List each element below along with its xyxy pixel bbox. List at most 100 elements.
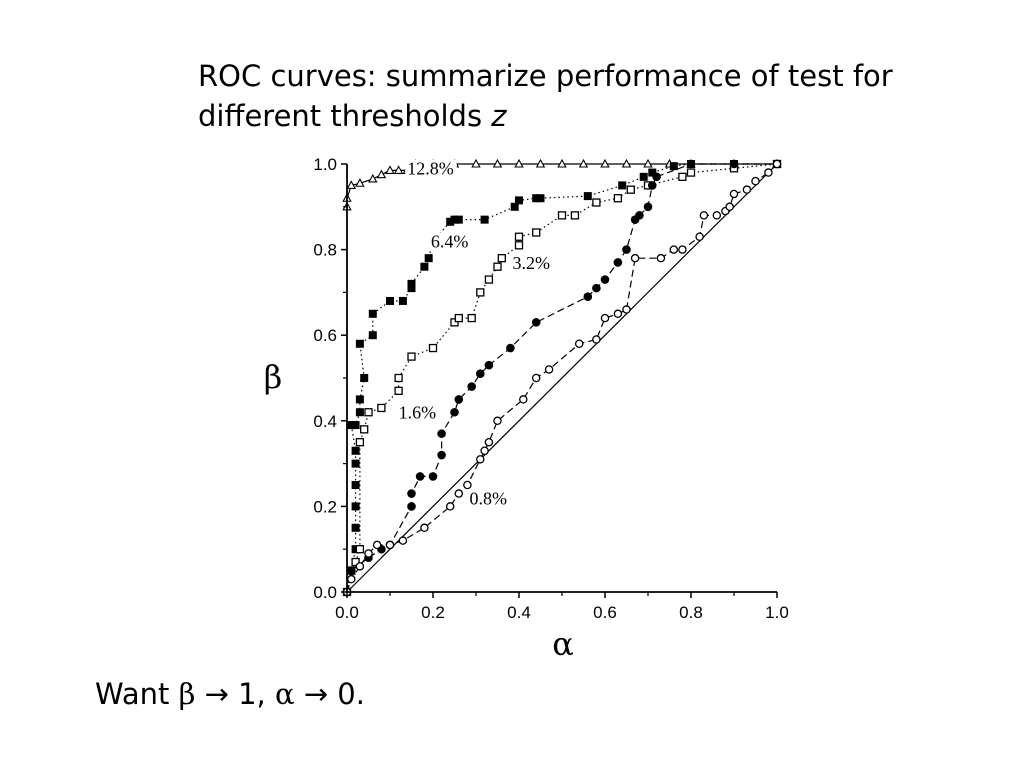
data-point	[476, 455, 485, 464]
y-tick-label: 0.2	[313, 497, 337, 516]
data-point	[393, 165, 404, 174]
data-point	[648, 181, 657, 190]
note-mid: → 1,	[195, 677, 275, 711]
data-point	[613, 258, 623, 267]
curve-label: 3.2%	[513, 253, 551, 273]
data-point	[583, 292, 593, 301]
data-point	[385, 540, 395, 550]
data-point	[669, 245, 679, 254]
data-point	[351, 446, 360, 455]
data-point	[364, 408, 373, 417]
y-tick-label: 0.6	[313, 326, 337, 345]
x-tick-label: 0.2	[421, 603, 445, 622]
data-point	[394, 373, 403, 383]
data-point	[377, 403, 386, 413]
series-12.8%: 12.8%	[342, 158, 782, 211]
x-axis-label: α	[552, 625, 574, 663]
x-tick-label: 0.0	[335, 603, 359, 622]
y-tick-label: 0.0	[313, 583, 337, 602]
data-point	[446, 217, 455, 226]
curve-label-bg	[405, 159, 457, 179]
data-point	[471, 158, 481, 168]
data-point	[351, 545, 360, 554]
data-point	[454, 313, 463, 323]
data-point	[386, 296, 394, 305]
bottom-note: Want β → 1, α → 0.	[95, 674, 365, 714]
curve-label: 1.6%	[399, 403, 437, 423]
data-point	[643, 202, 653, 212]
data-point	[729, 159, 739, 169]
data-point	[368, 331, 377, 340]
data-point	[351, 421, 360, 430]
data-point	[484, 275, 494, 284]
data-point	[639, 172, 648, 181]
data-point	[454, 395, 464, 404]
data-point	[643, 158, 653, 168]
data-point	[407, 352, 416, 361]
data-point	[467, 382, 477, 391]
data-point	[480, 446, 489, 456]
data-point	[686, 168, 696, 177]
curve-layer: 12.8% 6.4% 3.2% 1.6% 0.8%	[342, 158, 782, 597]
series-0.8%: 0.8%	[342, 159, 782, 597]
data-point	[742, 185, 752, 194]
data-point	[398, 536, 408, 545]
title-text: ROC curves: summarize performance of tes…	[198, 59, 893, 133]
data-point	[463, 480, 472, 490]
curve-label-bg	[396, 403, 439, 423]
curve-label-bg	[510, 253, 553, 273]
data-point	[467, 313, 476, 323]
data-point	[480, 215, 489, 224]
data-point	[450, 407, 459, 417]
data-point	[346, 180, 357, 189]
y-tick-label: 0.8	[313, 241, 337, 260]
data-point	[450, 318, 459, 327]
data-point	[351, 459, 360, 468]
note-prefix: Want	[95, 677, 179, 711]
data-point	[635, 211, 644, 220]
data-point	[484, 437, 494, 447]
data-point	[445, 502, 455, 511]
data-point	[376, 169, 387, 179]
data-point	[514, 241, 524, 250]
data-point	[355, 438, 365, 447]
y-axis-label: β	[264, 358, 283, 396]
data-point	[613, 194, 623, 203]
data-point	[519, 395, 528, 404]
data-point	[514, 158, 524, 168]
data-point	[592, 335, 601, 344]
data-point	[600, 313, 610, 323]
axis-layer: 0.0 0.2 0.4 0.6 0.8 1.0 0.0 0.2 0.4 0.6 0.8 1.0	[313, 155, 788, 622]
data-point	[492, 158, 503, 168]
data-point	[695, 232, 704, 242]
data-point	[415, 472, 425, 481]
data-point	[497, 254, 506, 263]
data-point	[772, 159, 782, 169]
data-point	[476, 369, 485, 379]
data-point	[557, 211, 567, 220]
data-point	[699, 211, 709, 220]
data-point	[592, 198, 601, 207]
diagonal-line	[346, 163, 778, 593]
y-tick-label: 1.0	[313, 155, 337, 174]
data-point	[764, 168, 773, 177]
data-point	[535, 158, 546, 168]
x-tick-label: 0.6	[593, 603, 617, 622]
note-beta: β	[178, 677, 196, 711]
data-point	[493, 262, 502, 271]
data-point	[347, 574, 356, 584]
curve-label: 0.8%	[470, 488, 508, 508]
data-point	[678, 172, 687, 181]
data-point	[428, 472, 438, 481]
data-point	[592, 283, 601, 293]
curve-label: 12.8%	[407, 159, 454, 179]
data-point	[355, 178, 365, 187]
data-point	[618, 181, 627, 190]
data-point	[712, 211, 722, 220]
data-point	[578, 158, 589, 168]
data-point	[407, 284, 416, 293]
data-point	[454, 489, 464, 498]
data-point	[510, 202, 519, 211]
y-tick-label: 0.4	[313, 412, 337, 431]
